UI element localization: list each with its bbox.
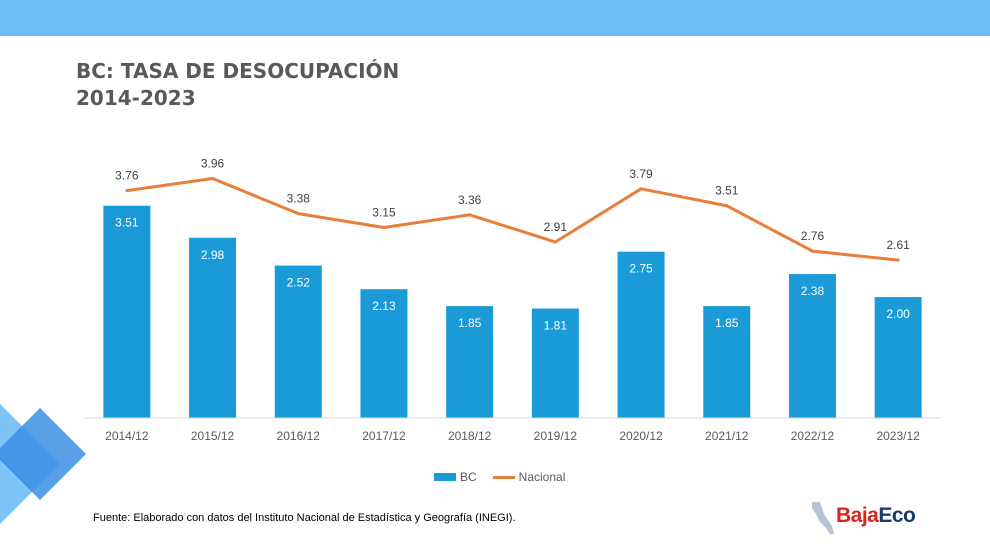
x-tick-label-2020/12: 2020/12 [619,429,663,443]
bar-label-bc-2014/12: 3.51 [115,216,139,230]
legend-label-bc: BC [460,470,477,484]
x-tick-label-2014/12: 2014/12 [105,429,149,443]
bar-bc-2017/12 [360,289,408,418]
x-tick-label-2016/12: 2016/12 [277,429,321,443]
bar-bc-2019/12 [531,308,579,418]
x-tick-label-2017/12: 2017/12 [362,429,406,443]
bar-bc-2015/12 [189,237,237,418]
legend-swatch-nacional [492,475,515,479]
line-label-nacional-2019/12: 2.91 [544,220,568,234]
line-point-nacional-2023/12 [896,258,900,262]
line-label-nacional-2020/12: 3.79 [629,167,653,181]
x-tick-label-2019/12: 2019/12 [534,429,578,443]
logo-text: BajaEco [836,504,916,528]
bar-bc-2021/12 [703,306,751,418]
bar-label-bc-2019/12: 1.81 [544,319,568,333]
bar-bc-2022/12 [788,274,836,418]
x-tick-label-2021/12: 2021/12 [705,429,749,443]
line-label-nacional-2015/12: 3.96 [201,157,225,171]
legend-swatch-bc [434,473,456,481]
bar-bc-2014/12 [103,205,151,418]
x-tick-label-2022/12: 2022/12 [791,429,835,443]
line-label-nacional-2016/12: 3.38 [287,192,311,206]
line-point-nacional-2022/12 [810,249,814,253]
bar-label-bc-2022/12: 2.38 [801,284,825,298]
line-label-nacional-2017/12: 3.15 [372,206,396,220]
chart-title-line1: BC: TASA DE DESOCUPACIÓN [76,59,400,83]
line-label-nacional-2021/12: 3.51 [715,184,739,198]
line-label-nacional-2018/12: 3.36 [458,193,482,207]
line-point-nacional-2016/12 [296,212,300,216]
legend-item-bc: BC [434,470,477,484]
top-banner [0,0,990,36]
line-nacional [126,177,899,262]
bar-label-bc-2017/12: 2.13 [372,299,396,313]
bar-label-bc-2018/12: 1.85 [458,316,482,330]
bar-bc-2018/12 [446,306,494,418]
deco-diamond-dark [0,408,86,500]
x-tick-label-2023/12: 2023/12 [876,429,920,443]
line-point-nacional-2019/12 [553,240,557,244]
legend-label-nacional: Nacional [518,470,566,484]
logo-text-baja: Baja [836,504,879,527]
bar-label-bc-2021/12: 1.85 [715,316,739,330]
bar-label-bc-2016/12: 2.52 [287,276,311,290]
bar-label-bc-2020/12: 2.75 [629,262,653,276]
x-tick-label-2015/12: 2015/12 [191,429,235,443]
line-point-nacional-2018/12 [468,213,472,217]
line-point-nacional-2014/12 [125,189,129,193]
bar-bc-2016/12 [274,265,322,418]
line-point-nacional-2015/12 [211,177,215,181]
bar-bc-2023/12 [874,297,922,418]
line-label-nacional-2014/12: 3.76 [115,169,139,183]
bajaeco-logo: BajaEco [806,498,946,538]
legend-item-nacional: Nacional [492,470,566,484]
line-label-nacional-2023/12: 2.61 [886,238,910,252]
source-note: Fuente: Elaborado con datos del Institut… [93,512,516,524]
line-point-nacional-2021/12 [725,204,729,208]
line-label-nacional-2022/12: 2.76 [801,229,825,243]
chart-title: BC: TASA DE DESOCUPACIÓN 2014-2023 [76,58,399,112]
bar-label-bc-2015/12: 2.98 [201,248,225,262]
logo-text-eco: Eco [878,504,916,527]
line-point-nacional-2020/12 [639,187,643,191]
legend: BC Nacional [434,470,581,484]
baja-california-map-icon [812,502,834,534]
bar-bc-2020/12 [617,251,665,418]
chart-title-line2: 2014-2023 [76,86,196,110]
bar-label-bc-2023/12: 2.00 [886,307,910,321]
line-point-nacional-2017/12 [382,226,386,229]
x-tick-label-2018/12: 2018/12 [448,429,492,443]
